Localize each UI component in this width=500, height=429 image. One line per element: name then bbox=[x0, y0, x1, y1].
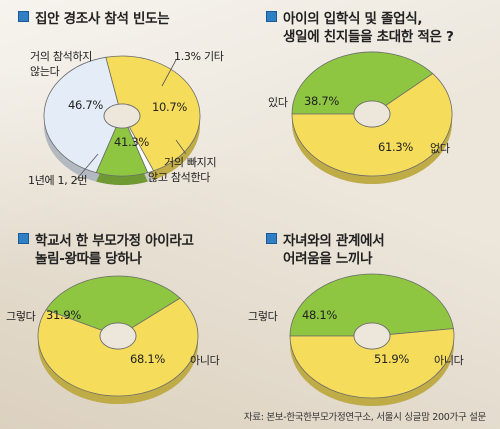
label-yes: 있다 bbox=[268, 96, 288, 109]
label-not-attend-2: 않는다 bbox=[30, 65, 60, 78]
value-label-no: 61.3% bbox=[378, 140, 414, 154]
value-label-yes: 48.1% bbox=[302, 308, 338, 322]
label-other: 1.3% 기타 bbox=[174, 50, 224, 63]
chart-title-line1: 집안 경조사 참석 빈도는 bbox=[35, 11, 170, 27]
donut-chart bbox=[43, 55, 201, 185]
chart-title-line1: 자녀와의 관계에서 bbox=[283, 233, 385, 249]
square-bullet-icon bbox=[18, 233, 29, 244]
square-bullet-icon bbox=[266, 11, 277, 22]
source-note: 자료: 본보-한국한부모가정연구소, 서울시 싱글맘 200가구 설문 bbox=[243, 412, 486, 423]
label-yes: 그렇다 bbox=[6, 310, 36, 323]
label-no: 없다 bbox=[430, 142, 450, 155]
chart-panel-bullying: 학교서 한 부모가정 아이라고 놀림-왕따를 당하나 그렇다 아니다 31.9%… bbox=[6, 226, 244, 420]
donut-hole bbox=[353, 100, 391, 128]
chart-title-line1: 아이의 입학식 및 졸업식, bbox=[283, 11, 423, 27]
leader-line-2 bbox=[175, 139, 187, 155]
label-no: 아니다 bbox=[190, 354, 220, 367]
chart-panel-invite-relatives: 아이의 입학식 및 졸업식, 생일에 친지들을 초대한 적은 ? 있다 없다 3… bbox=[254, 4, 492, 198]
label-always-attend-1: 거의 빠지지 bbox=[164, 156, 217, 169]
chart-title-line2: 생일에 친지들을 초대한 적은 ? bbox=[283, 29, 454, 45]
chart-title: 집안 경조사 참석 빈도는 bbox=[18, 10, 170, 28]
value-label-yes: 31.9% bbox=[46, 308, 82, 322]
leader-line-0 bbox=[161, 59, 177, 87]
value-label-no: 68.1% bbox=[130, 352, 166, 366]
chart-title-line1: 학교서 한 부모가정 아이라고 bbox=[35, 233, 194, 249]
chart-title: 아이의 입학식 및 졸업식, 생일에 친지들을 초대한 적은 ? bbox=[266, 10, 454, 46]
square-bullet-icon bbox=[18, 11, 29, 22]
donut-hole bbox=[99, 322, 137, 350]
label-yes: 그렇다 bbox=[248, 310, 278, 323]
chart-panel-child-relationship: 자녀와의 관계에서 어려움을 느끼나 그렇다 아니다 48.1% 51.9% bbox=[248, 226, 492, 420]
donut-hole bbox=[103, 103, 141, 129]
donut-hole bbox=[353, 322, 391, 350]
chart-panel-family-events: 집안 경조사 참석 빈도는 거의 참석하지 않는다 1.3% 기타 거의 빠지지… bbox=[6, 4, 244, 198]
value-label-yes: 38.7% bbox=[304, 94, 340, 108]
value-label-always-attend: 10.7% bbox=[152, 100, 188, 114]
donut-chart bbox=[37, 275, 199, 404]
label-not-attend-1: 거의 참석하지 bbox=[30, 50, 93, 63]
chart-title: 자녀와의 관계에서 어려움을 느끼나 bbox=[266, 232, 385, 268]
value-label-no: 51.9% bbox=[374, 352, 410, 366]
donut-chart bbox=[289, 273, 455, 407]
chart-title: 학교서 한 부모가정 아이라고 놀림-왕따를 당하나 bbox=[18, 232, 194, 268]
chart-title-line2: 놀림-왕따를 당하나 bbox=[35, 251, 142, 267]
value-label-not-attend: 46.7% bbox=[68, 98, 104, 112]
label-always-attend-2: 않고 참석한다 bbox=[148, 171, 211, 184]
donut-chart bbox=[291, 51, 453, 184]
square-bullet-icon bbox=[266, 233, 277, 244]
chart-title-line2: 어려움을 느끼나 bbox=[283, 251, 373, 267]
label-once-twice: 1년에 1, 2번 bbox=[28, 174, 88, 187]
label-no: 아니다 bbox=[434, 354, 464, 367]
leader-line-1 bbox=[75, 153, 99, 181]
value-label-once-twice: 41.3% bbox=[114, 135, 150, 149]
